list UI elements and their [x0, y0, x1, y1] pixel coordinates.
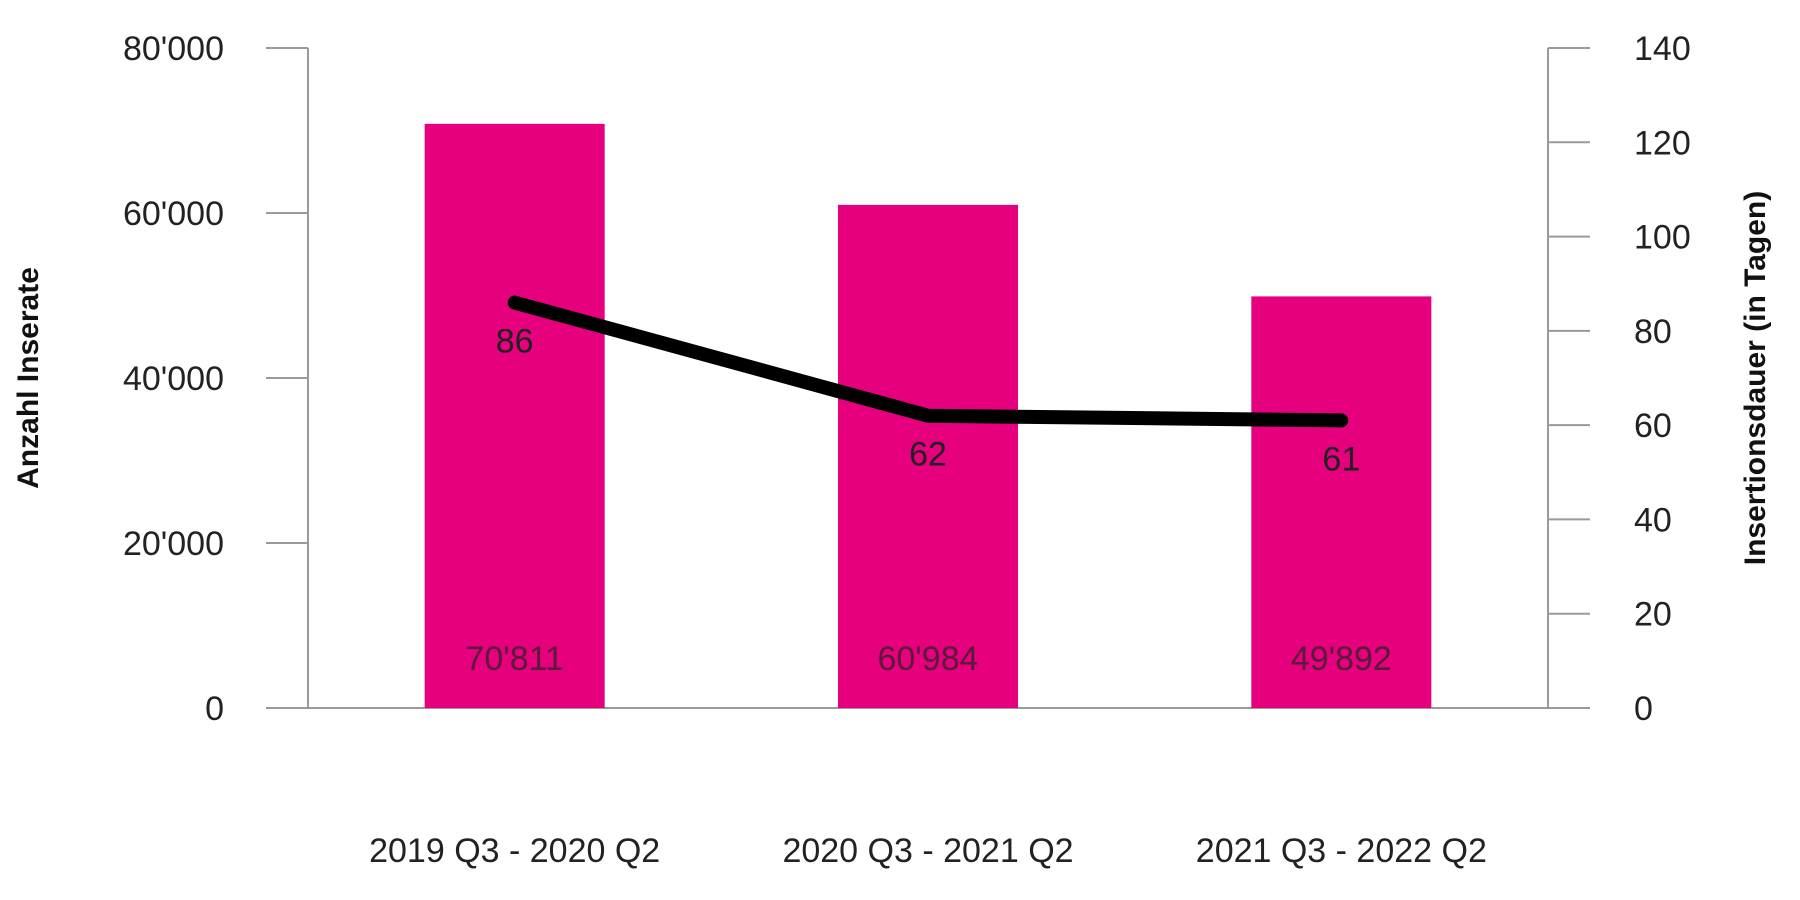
bar: [838, 204, 1018, 708]
y-left-tick-label: 80'000: [123, 30, 224, 68]
y-right-tick-label: 40: [1634, 501, 1672, 539]
bar: [424, 123, 605, 708]
line-point: [1340, 419, 1343, 422]
line-value-labels: 86 62 61: [496, 323, 1360, 479]
y-left-tick-label: 0: [205, 690, 224, 728]
line-value-label: 62: [909, 436, 947, 474]
line-point: [513, 301, 516, 304]
line-value-label: 86: [496, 323, 534, 361]
bar: [1251, 296, 1432, 708]
y-right-tick-label: 20: [1634, 596, 1672, 634]
x-category-label: 2020 Q3 - 2021 Q2: [782, 832, 1073, 870]
bar-value-label: 70'811: [465, 640, 564, 678]
line-value-label: 61: [1322, 440, 1360, 478]
bar-value-label: 60'984: [877, 640, 978, 678]
tick-labels: 0 20'000 40'000 60'000 80'000 0 20 40 60 80 100 120…: [123, 30, 1691, 728]
y-left-tick-label: 60'000: [123, 195, 224, 233]
line-series: [507, 295, 1349, 428]
x-category-label: 2021 Q3 - 2022 Q2: [1196, 832, 1487, 870]
y-left-tick-label: 20'000: [123, 525, 224, 563]
y-left-axis-title: Anzahl Inserate: [12, 267, 45, 489]
category-labels: 2019 Q3 - 2020 Q2 2020 Q3 - 2021 Q2 2021 Q…: [369, 832, 1487, 870]
bar-value-labels: 70'811 60'984 49'892: [465, 640, 1391, 678]
line-point: [927, 414, 929, 417]
y-right-tick-label: 60: [1634, 407, 1672, 445]
x-category-label: 2019 Q3 - 2020 Q2: [369, 832, 660, 870]
y-right-tick-label: 140: [1634, 30, 1691, 68]
y-right-axis-title: Insertionsdauer (in Tagen): [1739, 191, 1772, 566]
y-left-tick-label: 40'000: [123, 360, 224, 398]
y-right-tick-label: 100: [1634, 219, 1691, 257]
bars: [424, 123, 1432, 708]
bar-value-label: 49'892: [1291, 640, 1392, 678]
y-right-tick-label: 0: [1634, 690, 1653, 728]
y-right-tick-label: 120: [1634, 124, 1691, 162]
y-right-tick-label: 80: [1634, 313, 1672, 351]
